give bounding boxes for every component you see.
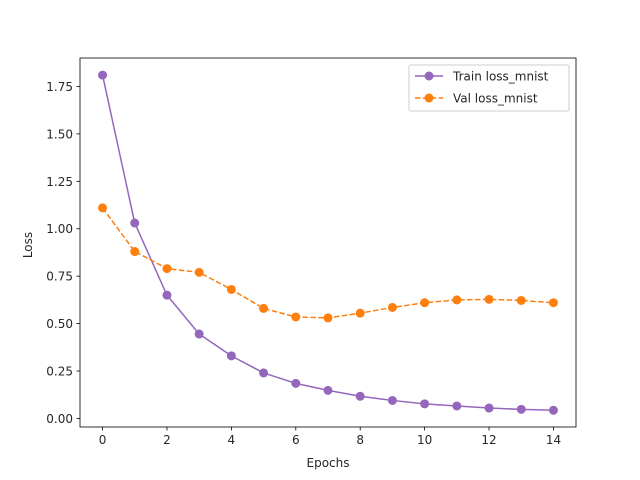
series-0-point-8 bbox=[355, 391, 365, 401]
series-1-point-0 bbox=[98, 203, 108, 213]
x-tick-label-5: 10 bbox=[417, 433, 432, 447]
x-tick-label-7: 14 bbox=[546, 433, 561, 447]
y-axis-label: Loss bbox=[21, 232, 35, 258]
x-tick-label-1: 2 bbox=[163, 433, 171, 447]
series-1-point-8 bbox=[355, 308, 365, 318]
y-tick-label-2: 0.50 bbox=[46, 317, 73, 331]
y-tick-label-1: 0.25 bbox=[46, 365, 73, 379]
series-0-point-5 bbox=[259, 368, 269, 378]
series-1-point-6 bbox=[291, 312, 301, 322]
series-0-line bbox=[101, 74, 554, 412]
series-layer bbox=[98, 70, 558, 415]
legend-frame bbox=[408, 64, 570, 112]
y-tick-label-4: 1.00 bbox=[46, 222, 73, 236]
series-0-point-11 bbox=[452, 401, 462, 411]
series-0-point-10 bbox=[420, 399, 430, 409]
x-tick-label-6: 12 bbox=[481, 433, 496, 447]
series-1-point-5 bbox=[259, 303, 269, 313]
axes-layer: 0 2 4 6 8 10 12 14 0.00 0.25 0.50 0.75 1.00 1.25 1.50 1… bbox=[46, 57, 577, 447]
series-0-point-13 bbox=[516, 404, 526, 414]
series-0-point-6 bbox=[291, 378, 301, 388]
legend-val-marker bbox=[424, 93, 434, 103]
legend-val-label: Val loss_mnist bbox=[453, 92, 538, 106]
series-0-point-2 bbox=[162, 290, 172, 300]
legend-train-label: Train loss_mnist bbox=[452, 70, 549, 84]
y-tick-label-5: 1.25 bbox=[46, 175, 73, 189]
series-1-point-1 bbox=[130, 247, 140, 257]
x-tick-label-3: 6 bbox=[292, 433, 300, 447]
series-0-point-1 bbox=[130, 218, 140, 228]
legend-train-marker bbox=[424, 71, 434, 81]
series-0-point-9 bbox=[387, 395, 397, 405]
series-1-point-3 bbox=[194, 267, 204, 277]
y-tick-label-7: 1.75 bbox=[46, 80, 73, 94]
x-tick-label-0: 0 bbox=[99, 433, 107, 447]
x-tick-label-2: 4 bbox=[228, 433, 236, 447]
x-axis-label: Epochs bbox=[307, 456, 350, 470]
x-tick-label-4: 8 bbox=[356, 433, 364, 447]
y-tick-label-6: 1.50 bbox=[46, 127, 73, 141]
series-0-point-7 bbox=[323, 385, 333, 395]
series-1-point-4 bbox=[226, 284, 236, 294]
series-0-point-0 bbox=[98, 70, 108, 80]
series-1-point-10 bbox=[420, 298, 430, 308]
series-1-point-7 bbox=[323, 313, 333, 323]
plot-frame bbox=[79, 57, 577, 428]
series-0-point-12 bbox=[484, 403, 494, 413]
series-1-point-11 bbox=[452, 295, 462, 305]
series-1-point-13 bbox=[516, 295, 526, 305]
legend: Train loss_mnist Val loss_mnist bbox=[408, 64, 570, 112]
series-1-point-9 bbox=[387, 302, 397, 312]
series-0-point-4 bbox=[226, 351, 236, 361]
series-1-point-2 bbox=[162, 264, 172, 274]
y-tick-label-3: 0.75 bbox=[46, 270, 73, 284]
y-tick-label-0: 0.00 bbox=[46, 412, 73, 426]
series-0-point-3 bbox=[194, 329, 204, 339]
series-1-point-12 bbox=[484, 294, 494, 304]
series-1-point-14 bbox=[548, 298, 558, 308]
series-0-point-14 bbox=[548, 405, 558, 415]
